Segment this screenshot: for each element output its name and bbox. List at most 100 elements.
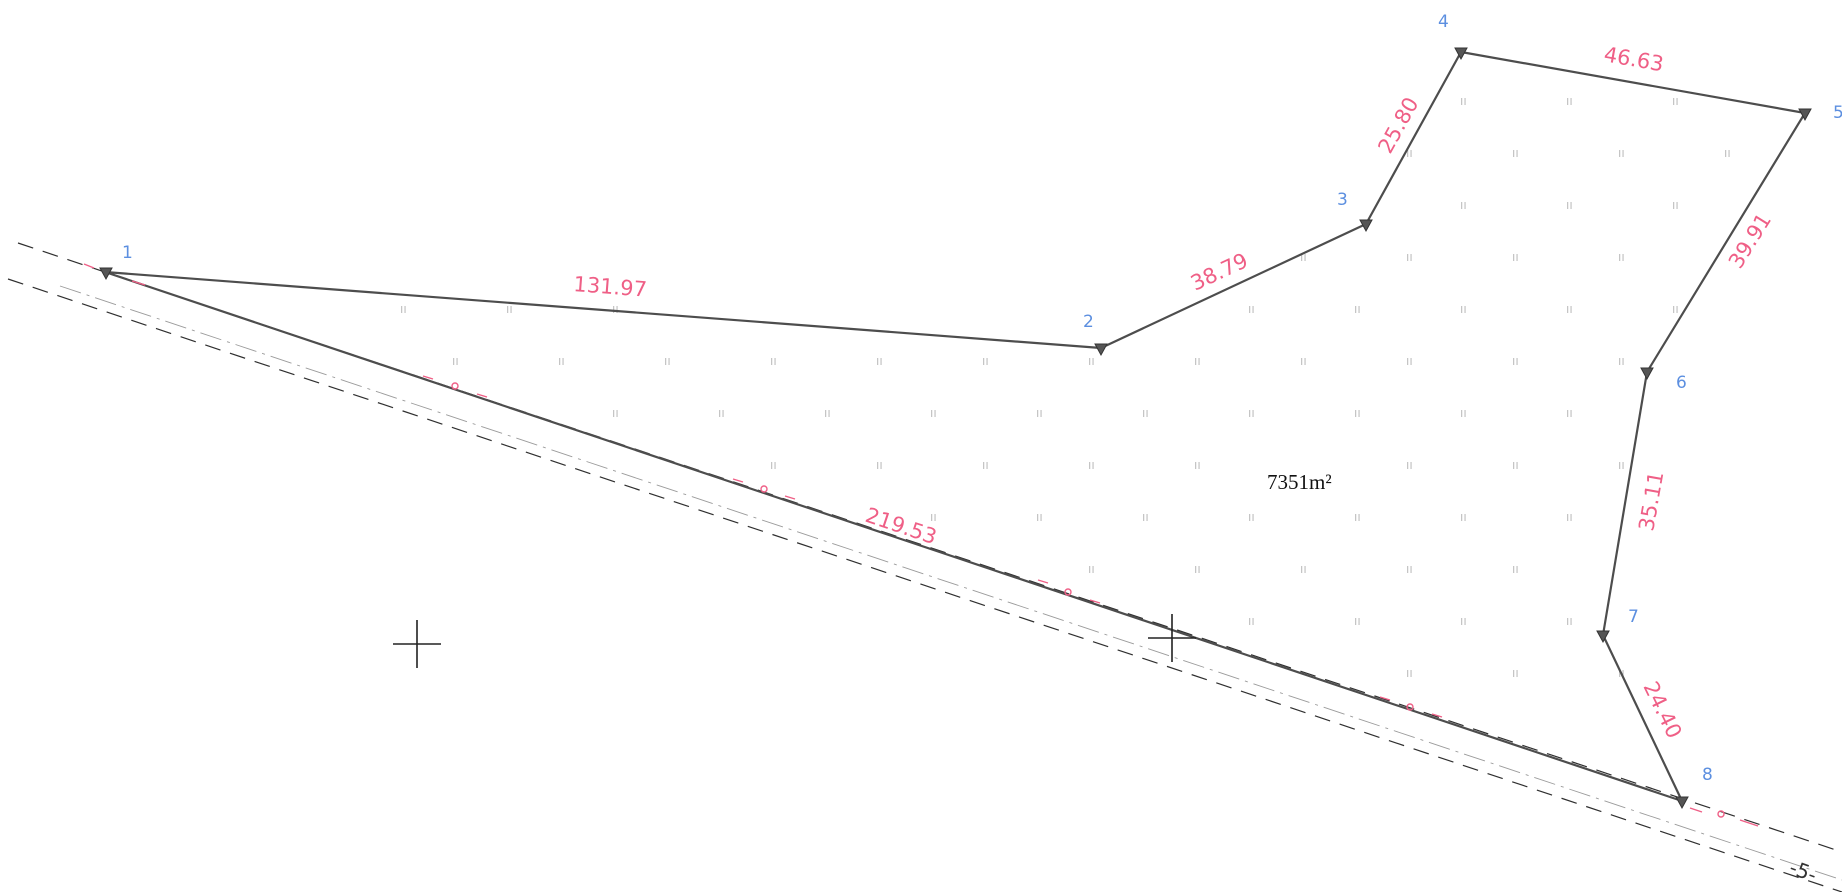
- hatch-symbol: ıı: [876, 354, 883, 368]
- hatch-symbol: ıı: [824, 406, 831, 420]
- tick-circle: [760, 485, 768, 493]
- hatch-symbol: ıı: [558, 354, 565, 368]
- hatch-symbol: ıı: [1460, 406, 1467, 420]
- tick-mark: [1089, 599, 1101, 604]
- hatch-symbol: ıı: [1088, 562, 1095, 576]
- hatch-symbol: ıı: [1406, 666, 1413, 680]
- tick-mark: [732, 478, 744, 483]
- reference-line-lower: [7, 278, 1842, 892]
- tick-mark: [1379, 696, 1391, 701]
- hatch-symbol: ıı: [400, 302, 407, 316]
- hatch-symbol: ıı: [1672, 302, 1679, 316]
- hatch-symbol: ıı: [982, 458, 989, 472]
- tick-circle: [451, 382, 459, 390]
- hatch-symbol: ıı: [1512, 562, 1519, 576]
- hatch-symbol: ıı: [1248, 614, 1255, 628]
- hatch-symbol: ıı: [1512, 458, 1519, 472]
- hatch-symbol: ıı: [612, 302, 619, 316]
- hatch-symbol: ıı: [1566, 406, 1573, 420]
- hatch-symbol: ıı: [1300, 562, 1307, 576]
- hatch-symbol: ıı: [1672, 94, 1679, 108]
- vertex-marker-5: [1798, 108, 1812, 122]
- tick-mark: [784, 495, 796, 500]
- hatch-symbol: ıı: [1300, 354, 1307, 368]
- vertex-marker-6: [1640, 367, 1654, 381]
- vertex-marker-8: [1675, 796, 1689, 810]
- hatch-symbol: ıı: [1566, 198, 1573, 212]
- hatch-symbol: ıı: [1512, 666, 1519, 680]
- hatch-symbol: ıı: [1566, 94, 1573, 108]
- tick-circle: [1406, 703, 1414, 711]
- hatch-symbol: ıı: [1354, 510, 1361, 524]
- edge-length-2-3: 38.79: [1187, 248, 1252, 295]
- hatch-symbol: ıı: [770, 458, 777, 472]
- hatch-symbol: ıı: [1300, 250, 1307, 264]
- hatch-symbol: ıı: [1566, 510, 1573, 524]
- hatch-symbol: ıı: [612, 406, 619, 420]
- reference-line-center: [59, 285, 1842, 881]
- hatch-symbol: ıı: [1512, 250, 1519, 264]
- hatch-symbol: ıı: [770, 354, 777, 368]
- hatch-symbol: ıı: [982, 354, 989, 368]
- hatch-symbol: ıı: [1460, 198, 1467, 212]
- vertex-markers: [99, 47, 1812, 810]
- edge-length-3-4: 25.80: [1373, 93, 1423, 157]
- hatch-symbol: ıı: [1460, 510, 1467, 524]
- tick-mark: [1689, 807, 1703, 813]
- vertex-marker-3: [1359, 219, 1373, 233]
- hatch-symbol: ıı: [1088, 458, 1095, 472]
- vertex-label-7: 7: [1628, 607, 1639, 627]
- hatch-symbol: ıı: [1460, 94, 1467, 108]
- tick-mark: [422, 375, 434, 380]
- hatch-symbol: ıı: [1618, 354, 1625, 368]
- vertex-marker-2: [1094, 343, 1108, 357]
- hatch-symbol: ıı: [1194, 458, 1201, 472]
- hatch-symbol: ıı: [1354, 406, 1361, 420]
- hatch-symbol: ıı: [1142, 510, 1149, 524]
- hatch-symbol: ıı: [930, 510, 937, 524]
- hatch-symbol: ıı: [1460, 302, 1467, 316]
- survey-crosshairs: [393, 614, 1196, 668]
- hatch-symbol: ıı: [1672, 198, 1679, 212]
- edge-length-5-6: 39.91: [1724, 209, 1776, 273]
- hatch-symbol: ıı: [876, 458, 883, 472]
- hatch-symbol: ıı: [1248, 302, 1255, 316]
- hatch-symbol: ıı: [664, 354, 671, 368]
- edge-length-6-7: 35.11: [1634, 469, 1668, 532]
- hatch-symbol: ıı: [1248, 510, 1255, 524]
- tick-mark: [1431, 713, 1443, 718]
- vertex-label-4: 4: [1438, 12, 1449, 32]
- vertex-label-1: 1: [122, 243, 133, 263]
- vertex-label-6: 6: [1676, 373, 1687, 393]
- vertex-label-3: 3: [1337, 190, 1348, 210]
- hatch-symbol: ıı: [1460, 614, 1467, 628]
- tick-mark: [476, 393, 488, 398]
- edge-length-7-8: 24.40: [1639, 678, 1687, 743]
- hatch-symbol: ıı: [1512, 354, 1519, 368]
- tick-mark: [1037, 579, 1049, 584]
- hatch-symbol: ıı: [1088, 354, 1095, 368]
- tick-circle: [1064, 588, 1072, 596]
- hatch-symbol: ıı: [1512, 146, 1519, 160]
- vertex-marker-1: [99, 267, 113, 281]
- area-label: 7351m²: [1267, 470, 1332, 494]
- hatch-symbol: ıı: [1194, 354, 1201, 368]
- vertex-labels: 1 2 3 4 5 6 7 8: [122, 12, 1842, 785]
- hatch-symbol: ıı: [1618, 146, 1625, 160]
- hatch-symbol: ıı: [1142, 406, 1149, 420]
- hatch-symbol: ıı: [1406, 458, 1413, 472]
- hatch-symbol: ıı: [1194, 562, 1201, 576]
- hatch-symbol: ıı: [1248, 406, 1255, 420]
- boundary-marker: -5-: [1786, 855, 1820, 887]
- hatch-symbol: ıı: [506, 302, 513, 316]
- hatch-symbol: ıı: [1566, 302, 1573, 316]
- hatch-symbol: ıı: [718, 406, 725, 420]
- edge-length-4-5: 46.63: [1602, 42, 1665, 76]
- edge-length-1-2: 131.97: [573, 272, 648, 302]
- hatch-symbol: ıı: [1406, 562, 1413, 576]
- plot-boundary: [103, 50, 1807, 803]
- hatch-symbol: ıı: [452, 354, 459, 368]
- hatch-symbol: ıı: [1406, 354, 1413, 368]
- vertex-marker-4: [1454, 47, 1468, 61]
